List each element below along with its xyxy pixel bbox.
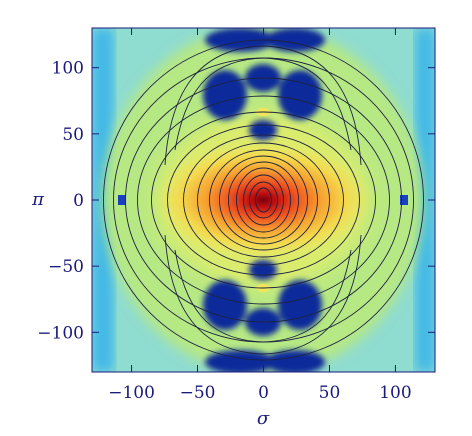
low-blob	[249, 260, 277, 280]
heatmap-edge-cyan-right	[415, 28, 435, 372]
contour-line	[137, 95, 390, 305]
contour-line	[236, 167, 291, 233]
contour-line	[209, 149, 318, 251]
low-blob	[265, 350, 325, 372]
low-blob	[278, 280, 322, 330]
y-tick-label: −50	[48, 257, 84, 277]
contour-line	[167, 124, 360, 276]
x-axis-label: σ	[257, 408, 270, 429]
axis-dot	[118, 195, 126, 205]
low-blob	[203, 70, 247, 120]
low-blob	[278, 70, 322, 120]
contour-line	[219, 155, 308, 245]
y-axis-label: π	[31, 189, 45, 210]
x-axis-ticks: −100 −50 0 50 100	[108, 28, 412, 403]
x-tick-label: −100	[108, 383, 155, 403]
contour-line	[164, 234, 362, 355]
x-tick-label: 50	[319, 383, 341, 403]
contour-line	[151, 111, 376, 289]
heatmap-hot-core	[153, 142, 373, 258]
contour-line	[125, 77, 402, 323]
contour-line	[249, 181, 278, 219]
contour-line	[243, 174, 284, 226]
contour-lines	[103, 39, 424, 361]
x-tick-label: −50	[180, 383, 216, 403]
axis-dots	[118, 195, 408, 205]
y-tick-label: 100	[52, 59, 84, 79]
y-tick-label: 0	[73, 191, 84, 211]
contour-line	[183, 134, 344, 266]
low-blob	[205, 350, 275, 372]
contour-line	[103, 39, 424, 361]
y-tick-label: 50	[62, 125, 84, 145]
x-tick-label: 0	[258, 383, 269, 403]
low-blob	[203, 280, 247, 330]
y-axis-ticks: −100 −50 0 50 100	[37, 59, 435, 343]
contour-line	[174, 249, 352, 343]
contour-line	[197, 142, 330, 258]
x-tick-label: 100	[379, 383, 411, 403]
heatmap-field	[92, 28, 435, 372]
low-blob	[265, 28, 325, 52]
contour-line	[255, 187, 272, 213]
contour-line	[174, 57, 352, 151]
low-region-top	[203, 28, 325, 140]
y-tick-label: −100	[37, 323, 84, 343]
axis-dot	[400, 195, 408, 205]
contour-line	[164, 45, 362, 166]
low-blob	[249, 120, 277, 140]
contour-line	[228, 161, 299, 239]
